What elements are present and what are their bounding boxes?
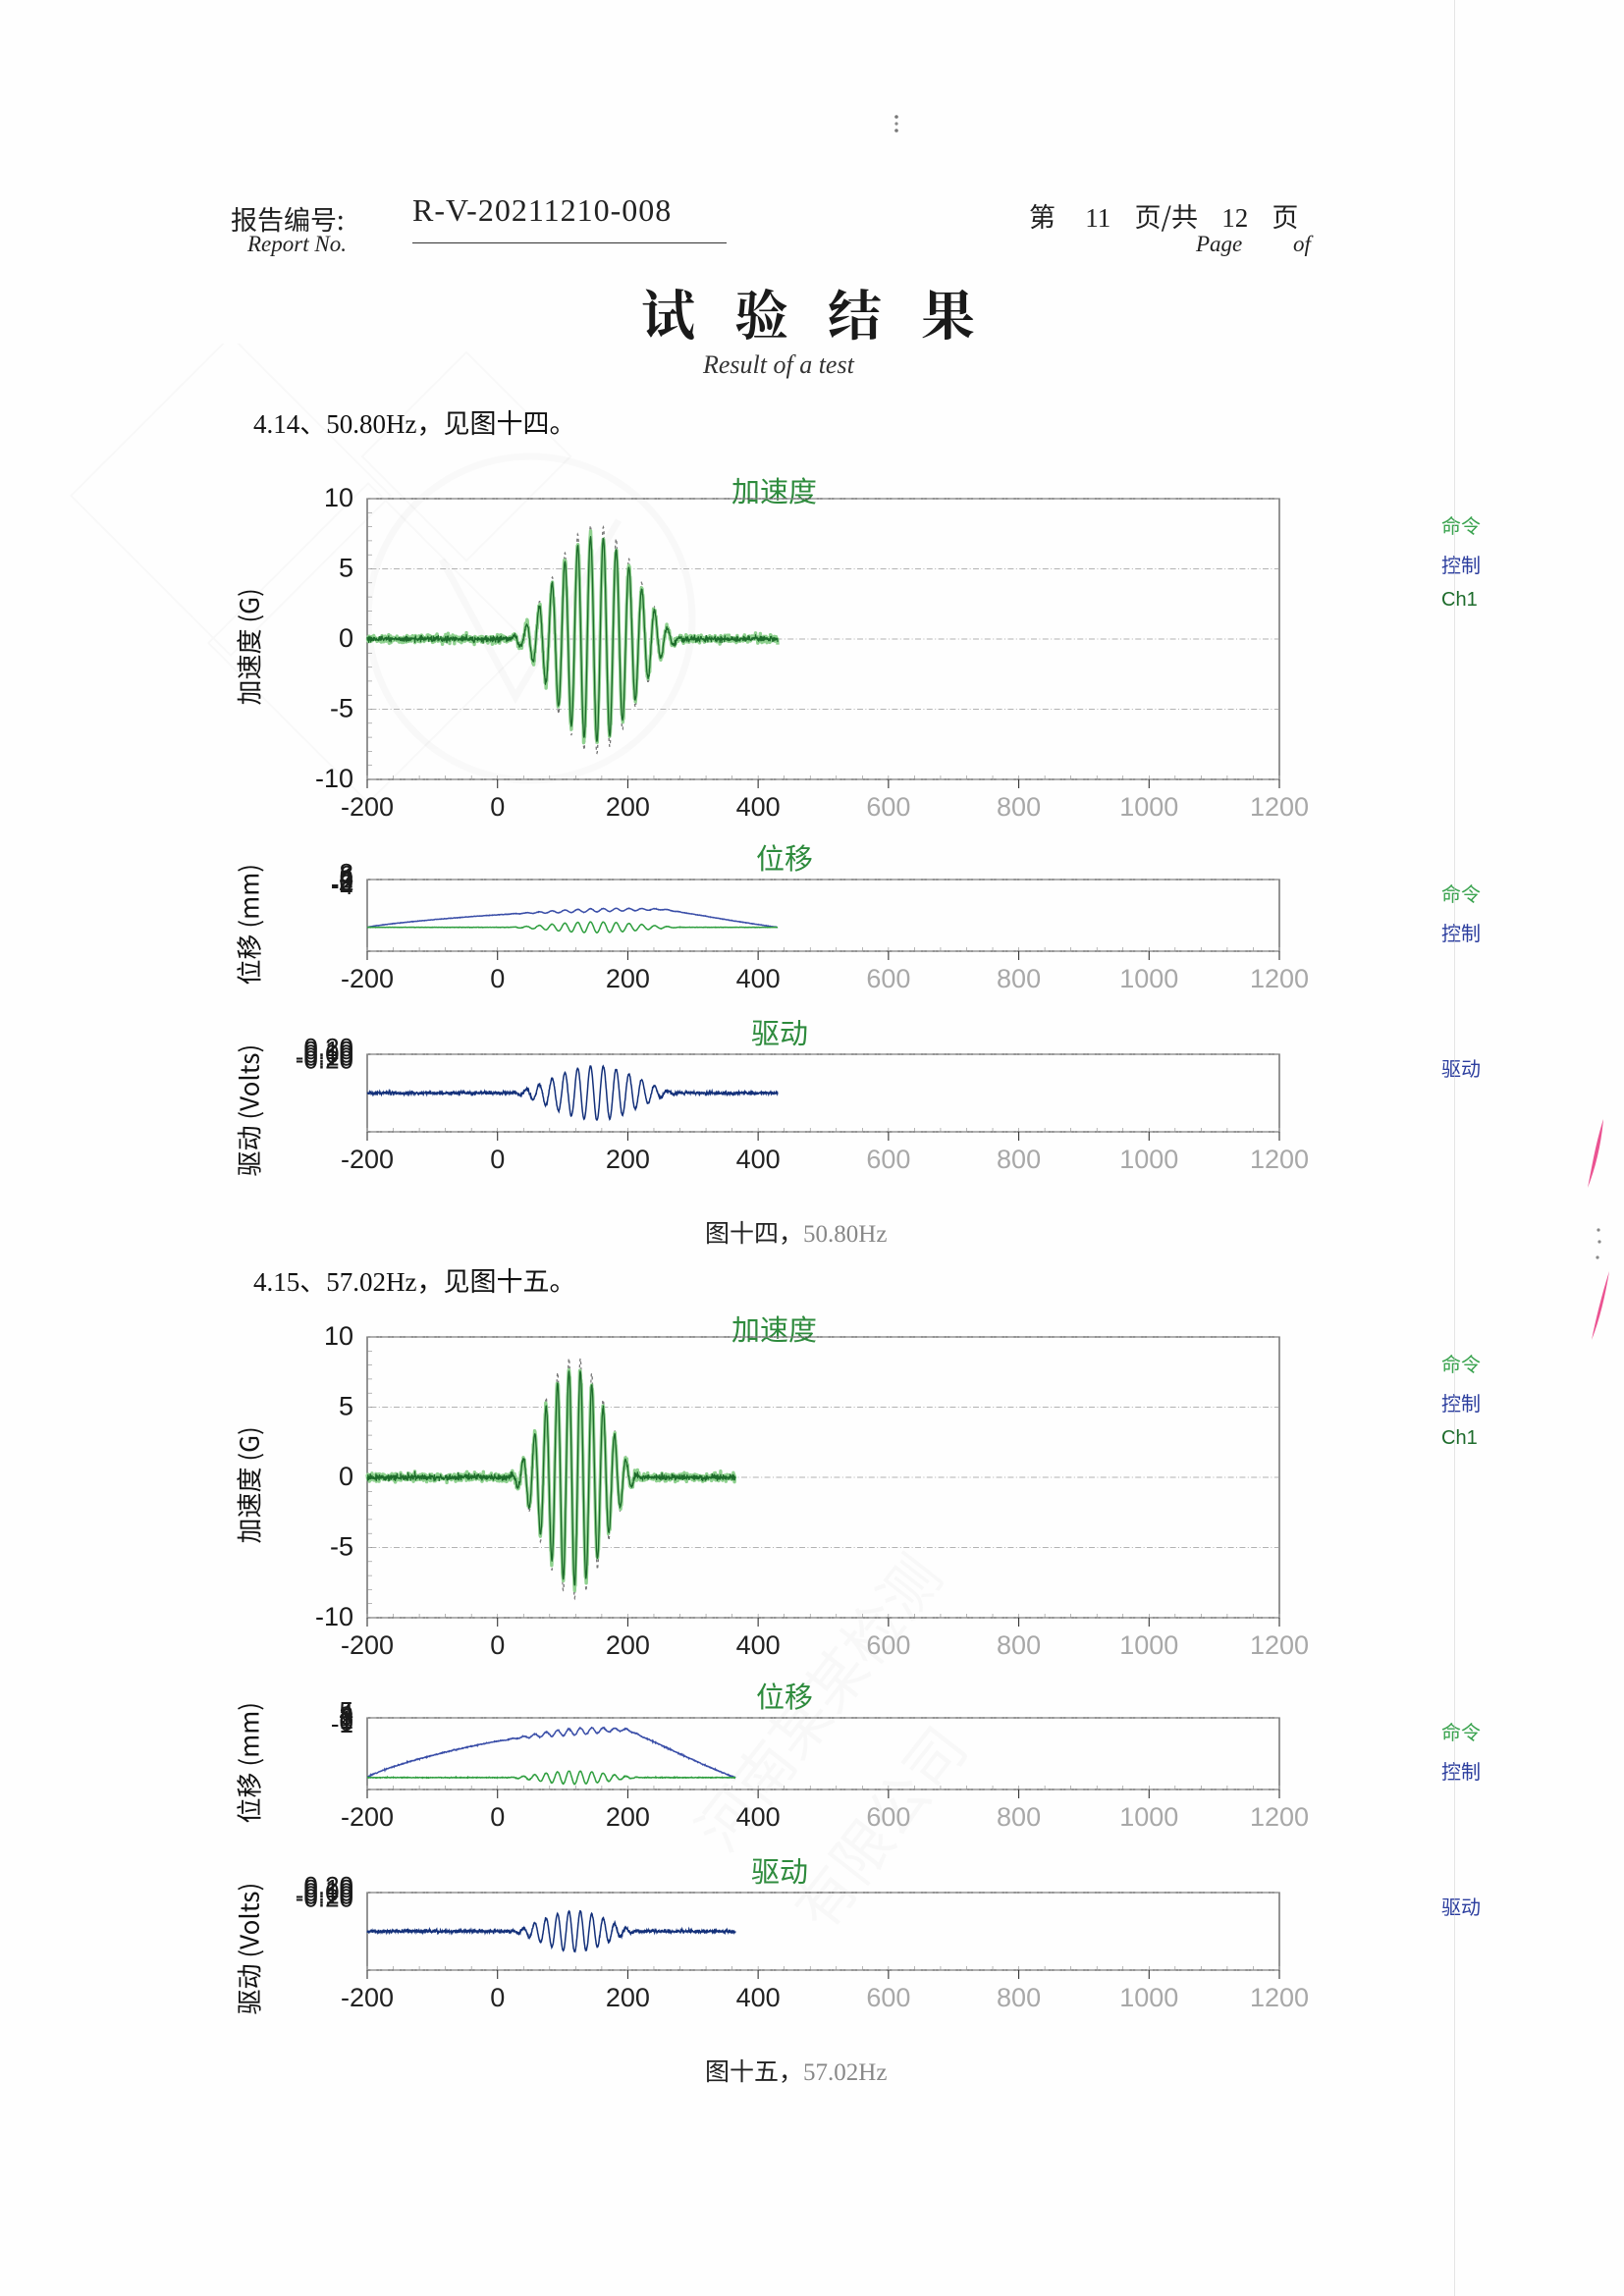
svg-text:1200: 1200: [1250, 1802, 1309, 1832]
svg-text:800: 800: [997, 1802, 1041, 1832]
svg-text:1000: 1000: [1119, 1983, 1178, 2012]
svg-text:400: 400: [736, 792, 781, 822]
svg-text:-200: -200: [341, 1630, 394, 1660]
svg-text:1200: 1200: [1250, 964, 1309, 993]
svg-text:400: 400: [736, 1802, 781, 1832]
svg-text:-200: -200: [341, 1983, 394, 2012]
svg-text:-1: -1: [331, 1709, 353, 1738]
svg-text:200: 200: [606, 792, 650, 822]
svg-text:600: 600: [866, 1802, 910, 1832]
svg-text:600: 600: [866, 1630, 910, 1660]
svg-text:800: 800: [997, 1145, 1041, 1174]
svg-text:800: 800: [997, 964, 1041, 993]
svg-text:-4: -4: [331, 871, 353, 900]
svg-text:-200: -200: [341, 792, 394, 822]
svg-text:800: 800: [997, 1630, 1041, 1660]
svg-text:0: 0: [490, 1630, 505, 1660]
svg-text:10: 10: [324, 483, 353, 512]
svg-text:-200: -200: [341, 1802, 394, 1832]
svg-text:0: 0: [339, 1462, 353, 1491]
svg-text:-10: -10: [315, 764, 353, 793]
svg-text:1200: 1200: [1250, 1630, 1309, 1660]
svg-text:200: 200: [606, 1630, 650, 1660]
svg-text:200: 200: [606, 964, 650, 993]
svg-text:600: 600: [866, 1983, 910, 2012]
svg-text:1000: 1000: [1119, 1145, 1178, 1174]
svg-text:1000: 1000: [1119, 792, 1178, 822]
svg-text:200: 200: [606, 1983, 650, 2012]
svg-text:1000: 1000: [1119, 1630, 1178, 1660]
svg-text:600: 600: [866, 964, 910, 993]
svg-text:1000: 1000: [1119, 964, 1178, 993]
svg-text:-200: -200: [341, 1145, 394, 1174]
svg-text:800: 800: [997, 1983, 1041, 2012]
svg-text:400: 400: [736, 964, 781, 993]
svg-text:0: 0: [490, 1145, 505, 1174]
svg-text:400: 400: [736, 1630, 781, 1660]
svg-text:400: 400: [736, 1145, 781, 1174]
svg-text:0: 0: [490, 1802, 505, 1832]
svg-text:1000: 1000: [1119, 1802, 1178, 1832]
svg-text:-200: -200: [341, 964, 394, 993]
svg-text:1200: 1200: [1250, 1983, 1309, 2012]
svg-text:0: 0: [490, 964, 505, 993]
svg-text:0: 0: [490, 1983, 505, 2012]
svg-text:400: 400: [736, 1983, 781, 2012]
svg-text:-10: -10: [315, 1602, 353, 1631]
svg-text:200: 200: [606, 1145, 650, 1174]
svg-text:5: 5: [339, 554, 353, 583]
svg-text:600: 600: [866, 792, 910, 822]
svg-text:1200: 1200: [1250, 792, 1309, 822]
svg-text:0: 0: [490, 792, 505, 822]
svg-text:200: 200: [606, 1802, 650, 1832]
svg-text:-5: -5: [330, 694, 353, 723]
svg-text:5: 5: [339, 1392, 353, 1421]
svg-text:-5: -5: [330, 1532, 353, 1562]
svg-text:10: 10: [324, 1321, 353, 1351]
svg-text:1200: 1200: [1250, 1145, 1309, 1174]
svg-text:-0.20: -0.20: [296, 1884, 353, 1913]
svg-text:0: 0: [339, 623, 353, 653]
svg-text:600: 600: [866, 1145, 910, 1174]
svg-text:-0.20: -0.20: [296, 1045, 353, 1075]
svg-text:800: 800: [997, 792, 1041, 822]
